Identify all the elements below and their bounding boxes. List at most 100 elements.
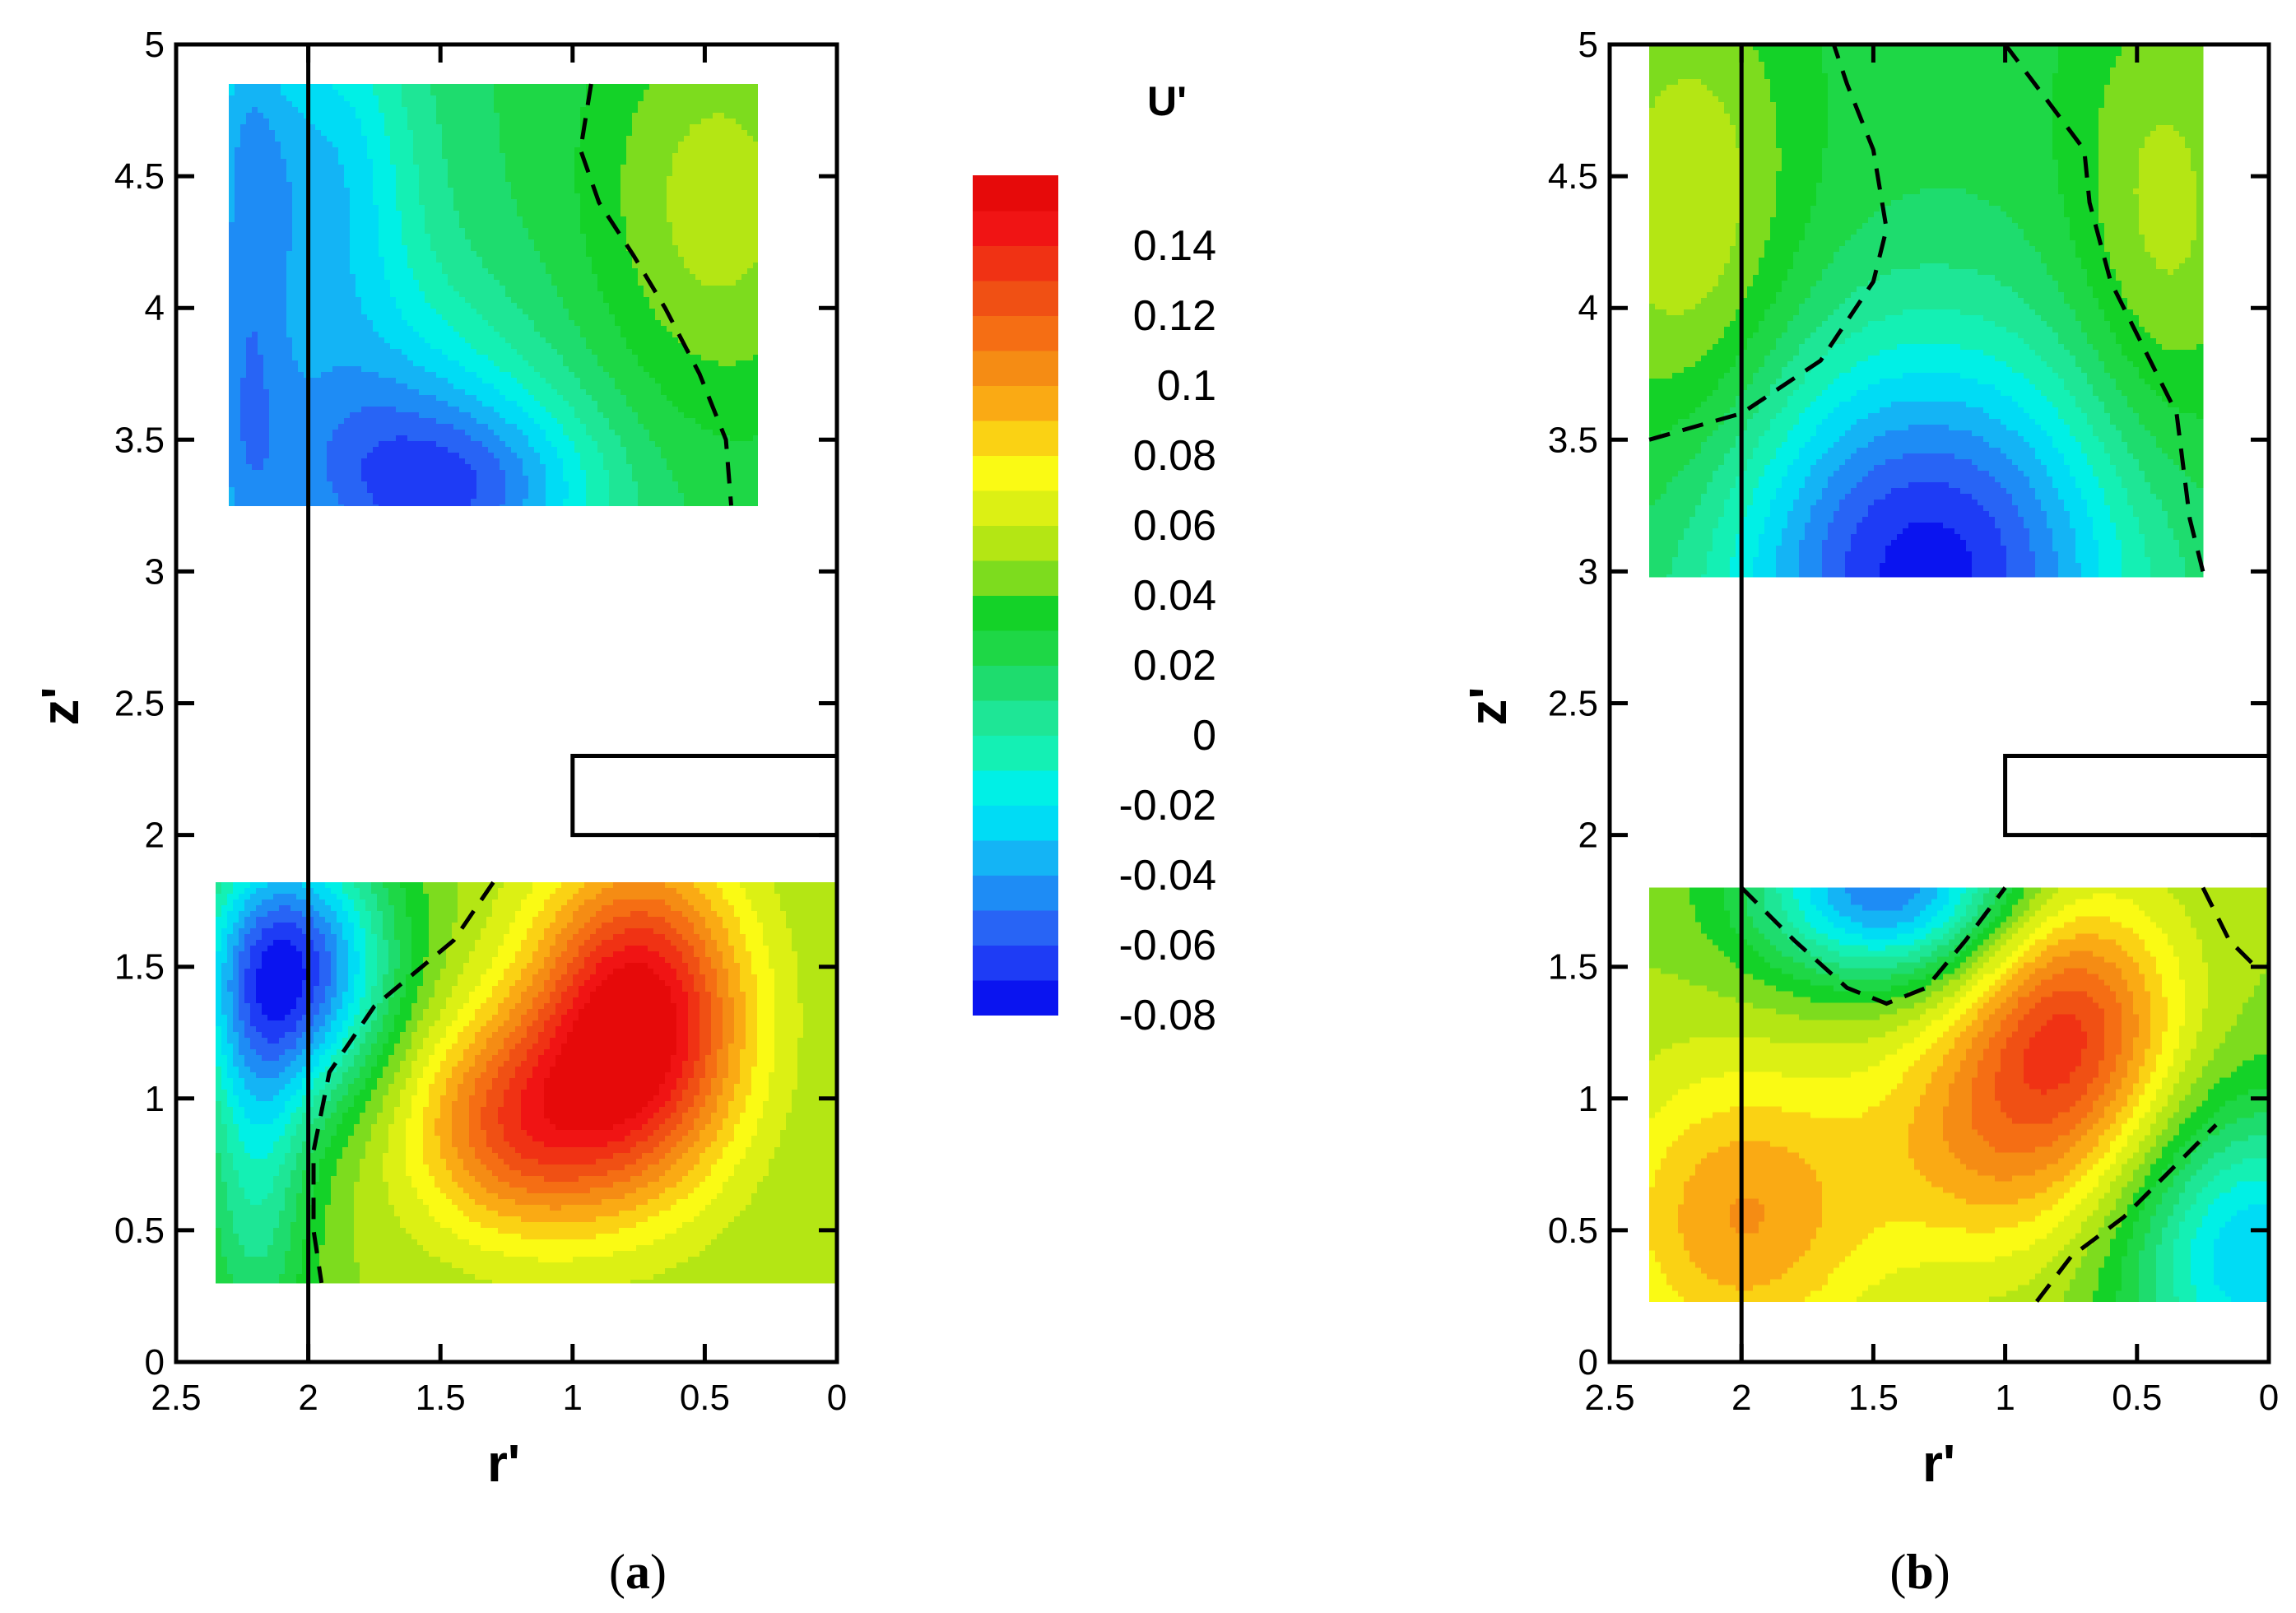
- colorbar-band: [973, 839, 1058, 876]
- colorbar-title: U': [1147, 78, 1187, 124]
- y-tick-label-a: 2: [145, 816, 165, 856]
- obstacle-b: [2003, 754, 2269, 838]
- colorbar-band: [973, 595, 1058, 631]
- colorbar-band: [973, 210, 1058, 246]
- x-tick-label-a: 1: [563, 1378, 583, 1418]
- colorbar-tick-label: -0.08: [1118, 992, 1216, 1039]
- y-tick-label-a: 1: [145, 1079, 165, 1119]
- field-b-lower: [1649, 887, 2269, 1302]
- y-tick-label-a: 3.5: [114, 420, 165, 460]
- zero-contour-b-lower-zero-contour-top: [1740, 886, 2007, 1006]
- x-tick-label-b: 1: [1995, 1378, 2015, 1418]
- x-axis-title-a: r': [487, 1434, 520, 1493]
- zero-contour-b-lower-zero-contour-top-right: [2201, 886, 2257, 969]
- colorbar-band: [973, 175, 1058, 212]
- ticks-a: 2.5 2 1.5 1 0.5 0 0 0.5 1 1.5 2 2.5 3 3.5 4 4.5 5: [114, 25, 847, 1418]
- colorbar-tick-label: 0.14: [1133, 222, 1216, 270]
- colorbar-band: [973, 630, 1058, 666]
- y-tick-label-a: 4.5: [114, 156, 165, 197]
- y-tick-label-a: 2.5: [114, 684, 165, 724]
- colorbar-band: [973, 350, 1058, 386]
- colorbar-band: [973, 945, 1058, 981]
- colorbar-tick-label: 0.02: [1133, 642, 1216, 690]
- x-tick-label-b: 2.5: [1584, 1378, 1634, 1418]
- colorbar-band: [973, 315, 1058, 351]
- panel-b: 2.5 2 1.5 1 0.5 000.511.522.533.544.55 r' z' …: [1458, 25, 2279, 1599]
- colorbar-band: [973, 420, 1058, 456]
- y-tick-label-a: 1.5: [114, 947, 165, 988]
- colorbar-band: [973, 735, 1058, 771]
- colorbar-band: [973, 875, 1058, 911]
- colorbar-band: [973, 979, 1058, 1016]
- ticks-b: 2.5 2 1.5 1 0.5 0 0 0.5 1 1.5 2 2.5 3 3.5 4 4.5 5: [1548, 25, 2279, 1418]
- y-tick-label-b: 2.5: [1548, 684, 1598, 724]
- caption-b: (b): [1889, 1545, 1950, 1599]
- y-tick-label-b: 0.5: [1548, 1211, 1598, 1251]
- panel-a: 2.5 2 1.5 1 0.5 000.511.522.533.544.55 r' z' …: [30, 25, 847, 1599]
- y-tick-label-b: 1.5: [1548, 947, 1598, 988]
- colorbar-band: [973, 665, 1058, 701]
- x-tick-label-a: 2.5: [151, 1378, 201, 1418]
- x-tick-label-a: 0.5: [680, 1378, 730, 1418]
- y-tick-label-b: 0: [1578, 1342, 1598, 1383]
- colorbar-band: [973, 245, 1058, 281]
- contour-field-a: [216, 84, 837, 1284]
- zero-contour-a-upper-zero-contour: [578, 83, 733, 506]
- obstacle-a: [570, 754, 837, 838]
- colorbar-band: [973, 700, 1058, 736]
- x-tick-label-b: 0: [2259, 1378, 2279, 1418]
- colorbar-band: [973, 385, 1058, 421]
- colorbar-tick-label: -0.02: [1118, 782, 1216, 830]
- y-tick-label-b: 1: [1578, 1079, 1598, 1119]
- y-tick-label-b: 4: [1578, 288, 1598, 328]
- y-tick-label-b: 5: [1578, 25, 1598, 65]
- y-axis-title-b: z': [1458, 686, 1517, 725]
- y-tick-label-a: 5: [145, 25, 165, 65]
- colorbar-tick-label: 0: [1192, 712, 1216, 760]
- colorbar: U' 0.14 0.12 0.1 0.08 0.06 0.04 0.02 0 -0.02 -0.0…: [973, 78, 1216, 1039]
- contour-field-b: [1649, 44, 2269, 1302]
- y-tick-label-a: 0: [145, 1342, 165, 1383]
- field-a-upper: [229, 84, 759, 506]
- field-a-lower: [216, 882, 837, 1284]
- colorbar-band: [973, 490, 1058, 526]
- y-tick-label-a: 4: [145, 288, 165, 328]
- colorbar-band: [973, 455, 1058, 491]
- x-tick-label-b: 0.5: [2112, 1378, 2162, 1418]
- y-tick-label-a: 3: [145, 551, 165, 592]
- colorbar-band: [973, 525, 1058, 561]
- colorbar-bands: [973, 175, 1058, 1016]
- colorbar-band: [973, 805, 1058, 841]
- zero-contour-b-upper-zero-contour-left: [1648, 44, 1889, 442]
- caption-a: (a): [609, 1545, 667, 1599]
- colorbar-tick-label: -0.04: [1118, 852, 1216, 899]
- y-tick-label-b: 3.5: [1548, 420, 1598, 460]
- field-b-upper: [1649, 44, 2204, 578]
- y-tick-label-b: 4.5: [1548, 156, 1598, 197]
- zero-contour-a-lower-zero-contour: [311, 881, 495, 1284]
- colorbar-band: [973, 560, 1058, 596]
- colorbar-band: [973, 769, 1058, 806]
- x-tick-label-a: 0: [827, 1378, 847, 1418]
- y-axis-title-a: z': [30, 686, 90, 725]
- colorbar-tick-label: 0.1: [1157, 362, 1216, 410]
- y-tick-label-b: 2: [1578, 816, 1598, 856]
- x-tick-label-a: 1.5: [416, 1378, 466, 1418]
- x-axis-title-b: r': [1922, 1434, 1955, 1493]
- colorbar-tick-label: 0.08: [1133, 432, 1216, 480]
- colorbar-tick-label: 0.06: [1133, 502, 1216, 550]
- colorbar-tick-label: 0.04: [1133, 572, 1216, 620]
- colorbar-tick-label: -0.06: [1118, 922, 1216, 969]
- colorbar-labels: 0.14 0.12 0.1 0.08 0.06 0.04 0.02 0 -0.02 -0.04 -0…: [1118, 222, 1216, 1039]
- colorbar-band: [973, 909, 1058, 946]
- y-tick-label-a: 0.5: [114, 1211, 165, 1251]
- x-tick-label-b: 2: [1731, 1378, 1751, 1418]
- colorbar-tick-label: 0.12: [1133, 292, 1216, 340]
- y-tick-label-b: 3: [1578, 551, 1598, 592]
- zero-contours-a: [311, 83, 733, 1284]
- x-tick-label-b: 1.5: [1848, 1378, 1899, 1418]
- colorbar-band: [973, 280, 1058, 316]
- zero-contour-b-upper-zero-contour-right: [2003, 44, 2205, 573]
- zero-contours-b: [1648, 44, 2257, 1303]
